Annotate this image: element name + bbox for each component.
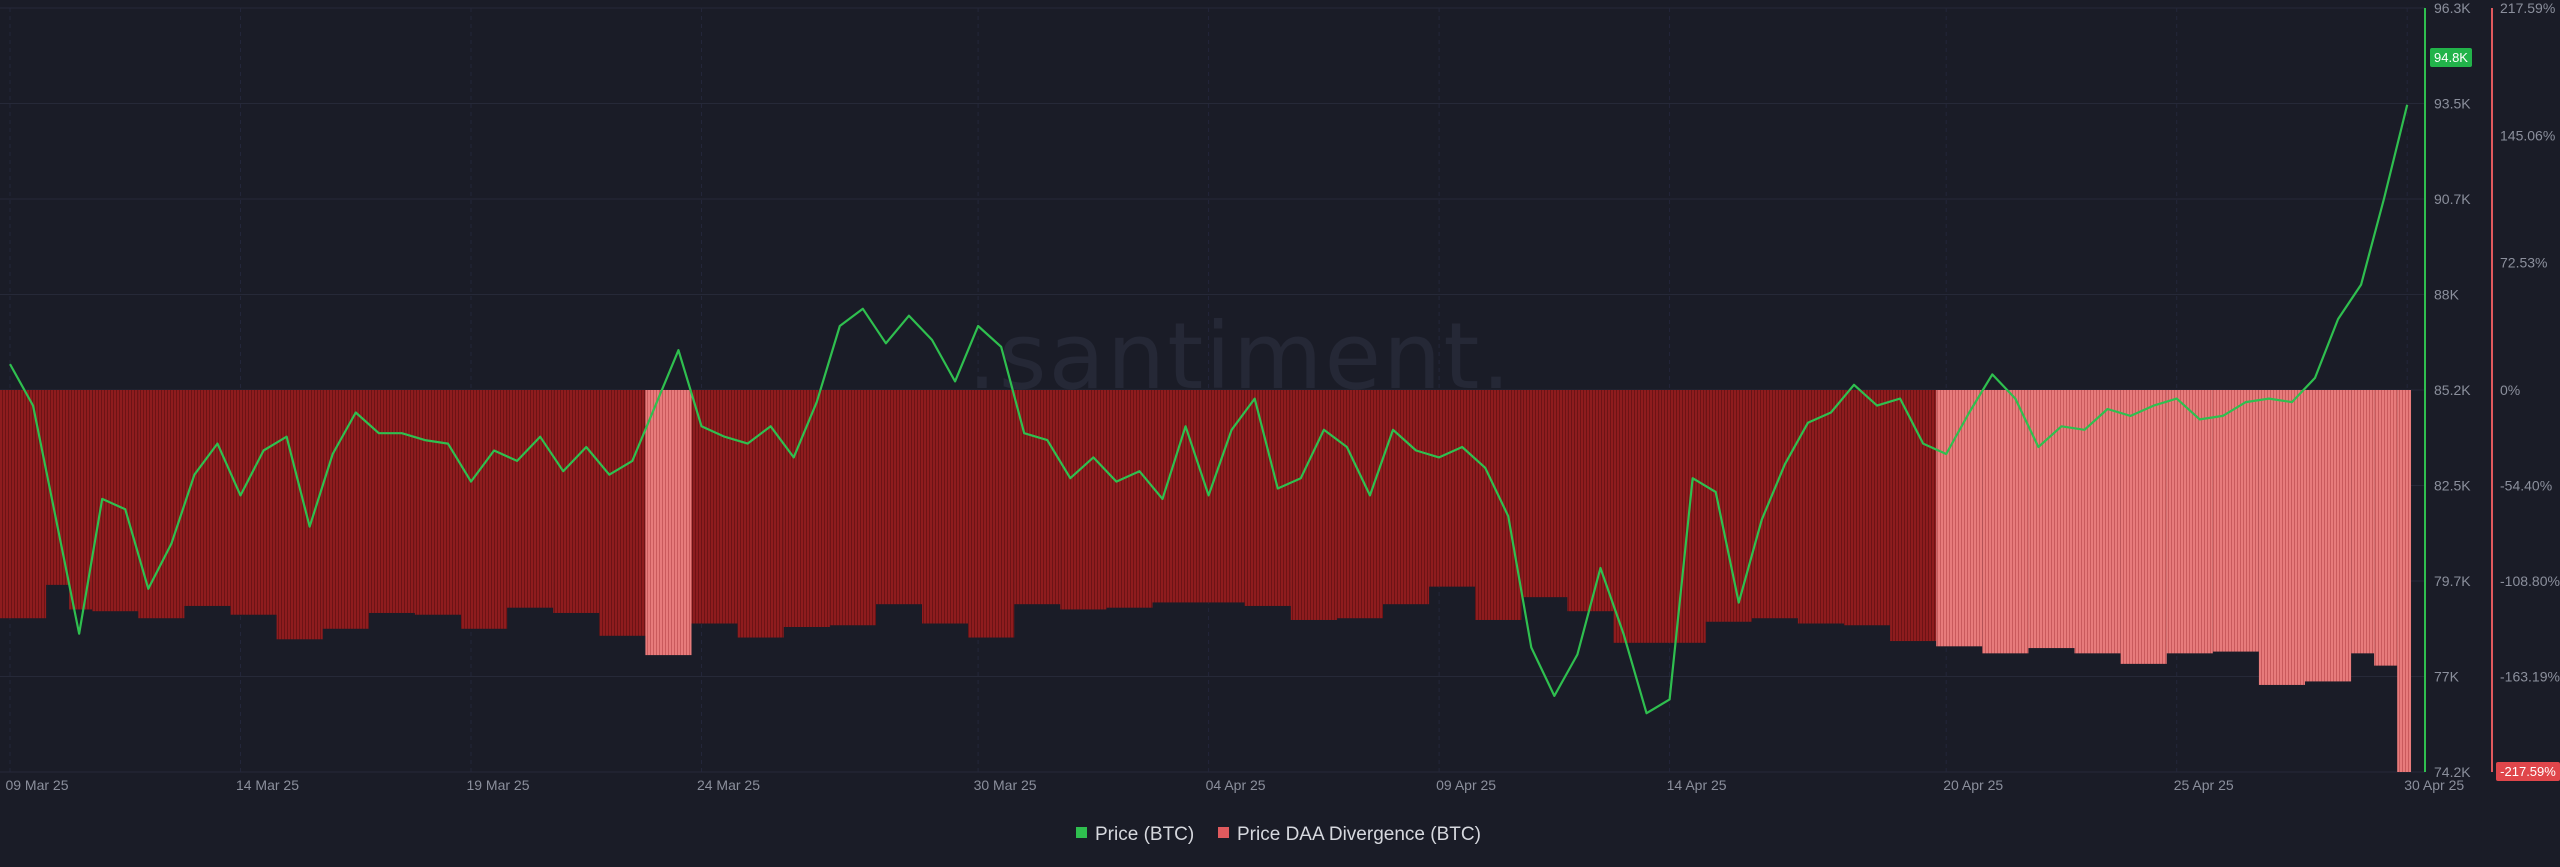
price-tick-label: 90.7K <box>2434 191 2471 207</box>
price-tick-label: 82.5K <box>2434 478 2471 494</box>
divergence-bar <box>1751 390 1798 619</box>
legend: Price (BTC) Price DAA Divergence (BTC) <box>1076 824 1481 845</box>
divergence-bar <box>2351 390 2375 654</box>
divergence-bar <box>1336 390 1383 619</box>
x-tick-label: 24 Mar 25 <box>697 777 760 793</box>
x-tick-label: 09 Apr 25 <box>1436 777 1496 793</box>
divergence-bar <box>968 390 1015 638</box>
x-tick-label: 09 Mar 25 <box>5 777 68 793</box>
divergence-bar <box>276 390 323 640</box>
divergence-bar <box>2120 390 2167 664</box>
divergence-tick-label: 217.59% <box>2500 0 2555 16</box>
divergence-bar <box>507 390 554 608</box>
divergence-bar <box>691 390 738 624</box>
divergence-tick-label: -163.19% <box>2500 668 2560 684</box>
divergence-bar <box>1797 390 1844 624</box>
x-axis-labels: 09 Mar 25 14 Mar 25 19 Mar 25 24 Mar 25 30 M… <box>5 777 2464 793</box>
divergence-bar <box>1705 390 1752 622</box>
divergence-bar <box>230 390 277 615</box>
divergence-bar <box>645 390 692 656</box>
divergence-bar <box>1659 390 1706 643</box>
divergence-bar <box>1890 390 1937 642</box>
divergence-bar <box>2074 390 2121 654</box>
divergence-bars <box>0 390 2412 772</box>
divergence-bar <box>599 390 646 636</box>
x-tick-label: 30 Apr 25 <box>2404 777 2464 793</box>
price-tick-label: 88K <box>2434 287 2460 303</box>
divergence-bar <box>2166 390 2213 654</box>
divergence-bar <box>875 390 922 605</box>
divergence-axis-labels: 217.59% 145.06% 72.53% 0% -54.40% -108.80% -16… <box>2500 0 2560 684</box>
x-tick-label: 25 Apr 25 <box>2174 777 2234 793</box>
price-tick-label: 96.3K <box>2434 0 2471 16</box>
legend-label-divergence: Price DAA Divergence (BTC) <box>1237 824 1481 845</box>
divergence-bar <box>69 390 93 610</box>
divergence-bar <box>461 390 508 629</box>
x-tick-label: 14 Mar 25 <box>236 777 299 793</box>
x-tick-label: 20 Apr 25 <box>1943 777 2003 793</box>
price-tick-label: 79.7K <box>2434 573 2471 589</box>
divergence-bar <box>2212 390 2259 652</box>
divergence-bar <box>1521 390 1568 598</box>
legend-label-price: Price (BTC) <box>1095 824 1194 845</box>
divergence-bar <box>1290 390 1337 620</box>
divergence-bar <box>553 390 600 613</box>
divergence-bar <box>1244 390 1291 606</box>
divergence-tick-label: -108.80% <box>2500 573 2560 589</box>
legend-swatch-divergence <box>1218 827 1229 838</box>
divergence-bar <box>184 390 231 606</box>
divergence-bar <box>1567 390 1614 612</box>
divergence-bar <box>2305 390 2352 682</box>
divergence-bar <box>1844 390 1891 626</box>
divergence-bar <box>2028 390 2075 649</box>
x-tick-label: 19 Mar 25 <box>466 777 529 793</box>
price-tick-label: 77K <box>2434 669 2460 685</box>
divergence-bar <box>138 390 185 619</box>
x-tick-label: 04 Apr 25 <box>1206 777 1266 793</box>
divergence-bar <box>368 390 415 613</box>
divergence-bar <box>1475 390 1522 620</box>
divergence-bar <box>1429 390 1476 587</box>
divergence-tick-label: -54.40% <box>2500 478 2552 494</box>
divergence-bar <box>783 390 830 628</box>
legend-swatch-price <box>1076 827 1087 838</box>
divergence-bar <box>1106 390 1153 608</box>
price-tick-label: 93.5K <box>2434 96 2471 112</box>
price-tick-label: 85.2K <box>2434 382 2471 398</box>
divergence-bar <box>1198 390 1245 603</box>
divergence-bar <box>2374 390 2398 666</box>
divergence-badge: -217.59% <box>2496 762 2560 781</box>
price-tick-label: 74.2K <box>2434 764 2471 780</box>
divergence-bar <box>1613 390 1660 643</box>
divergence-bar <box>414 390 461 615</box>
x-tick-label: 14 Apr 25 <box>1667 777 1727 793</box>
price-axis-labels: 96.3K 93.5K 90.7K 88K 85.2K 82.5K 79.7K 77K 74.2… <box>2434 0 2471 780</box>
divergence-bar <box>1982 390 2029 654</box>
price-line <box>9 104 2409 715</box>
divergence-bar <box>1383 390 1430 605</box>
divergence-bar <box>2397 390 2412 772</box>
divergence-bar <box>737 390 784 638</box>
divergence-bar <box>2258 390 2305 685</box>
divergence-badge-text: -217.59% <box>2500 764 2556 779</box>
divergence-bar <box>322 390 369 629</box>
divergence-bar <box>829 390 876 626</box>
divergence-tick-label: 0% <box>2500 382 2520 398</box>
divergence-tick-label: 145.06% <box>2500 127 2555 143</box>
divergence-bar <box>46 390 70 585</box>
divergence-tick-label: 72.53% <box>2500 255 2547 271</box>
divergence-bar <box>0 390 47 619</box>
price-badge-text: 94.8K <box>2434 50 2468 65</box>
x-tick-label: 30 Mar 25 <box>974 777 1037 793</box>
divergence-bar <box>92 390 139 612</box>
price-badge: 94.8K <box>2430 48 2472 67</box>
divergence-bar <box>1060 390 1107 610</box>
divergence-bar <box>922 390 969 624</box>
